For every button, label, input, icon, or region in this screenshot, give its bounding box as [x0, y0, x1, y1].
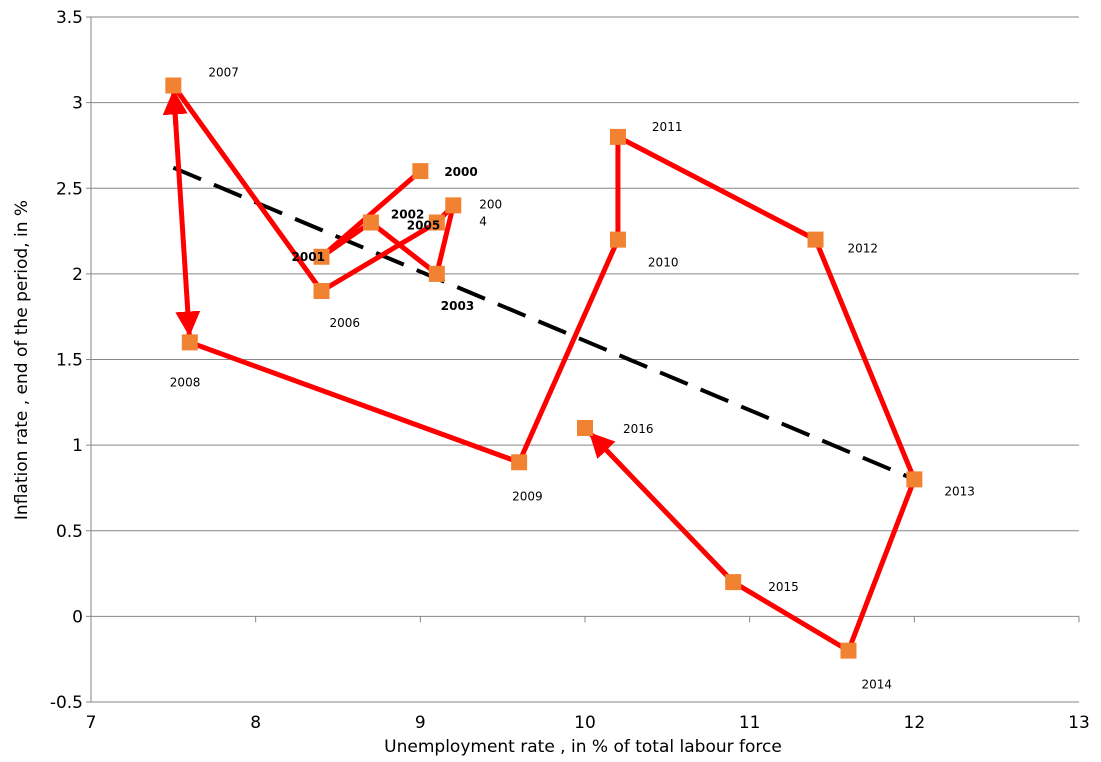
year-label: 2013: [944, 484, 975, 498]
data-point: [609, 231, 626, 248]
x-tick-label: 10: [574, 713, 596, 733]
year-label: 2002: [391, 208, 424, 222]
data-point: [807, 231, 824, 248]
path-segment: [187, 339, 522, 465]
trend-line: [172, 165, 916, 482]
year-label: 2014: [861, 678, 892, 692]
y-axis-title: Inflation rate , end of the period, in %: [12, 200, 32, 520]
y-tick-label: 0: [72, 607, 83, 627]
year-label: 2015: [768, 580, 799, 594]
path-segment: [813, 237, 917, 482]
path-segment: [588, 431, 736, 585]
year-labels: 2000 2001 2002 2003 200 4 2005 2006 2007 2008 2009…: [170, 66, 975, 692]
path-arrow: [162, 89, 188, 126]
y-tick-label: 1: [72, 436, 83, 456]
x-tick-labels: 7 8 9 10 11 12 13: [86, 713, 1090, 733]
path-segment: [368, 220, 440, 277]
axes: [86, 16, 1080, 703]
data-point: [181, 334, 198, 351]
y-tick-label: 2: [72, 265, 83, 285]
x-axis-title: Unemployment rate , in % of total labour…: [384, 737, 782, 757]
year-label: 2010: [648, 256, 679, 270]
x-tick-label: 11: [739, 713, 761, 733]
path-segment: [319, 220, 374, 260]
path-segment: [170, 83, 201, 337]
year-label: 2009: [512, 489, 543, 503]
data-point: [445, 197, 462, 214]
y-tick-label: 3.5: [56, 8, 83, 28]
year-label: 2008: [170, 375, 201, 389]
path-segment: [516, 237, 621, 465]
data-markers: [165, 77, 923, 659]
gridlines: [91, 16, 1079, 703]
trend-line-segment: [172, 165, 916, 482]
year-label: 2000: [444, 165, 477, 179]
path-segment: [615, 134, 819, 243]
year-label: 2011: [652, 120, 683, 134]
path-segment: [319, 220, 440, 294]
data-point: [412, 163, 429, 180]
year-label: 2006: [330, 316, 361, 330]
x-tick-label: 8: [250, 713, 261, 733]
year-label: 200 4: [479, 197, 502, 228]
y-tick-label: 3: [72, 94, 83, 114]
path-segment: [434, 202, 456, 277]
path-segment: [170, 83, 325, 294]
path-segment: [730, 579, 851, 654]
path-segment: [845, 476, 917, 654]
x-tick-label: 12: [904, 713, 926, 733]
data-point: [906, 471, 923, 488]
year-label: 2016: [623, 422, 654, 436]
data-point: [165, 77, 182, 94]
data-point: [313, 283, 330, 299]
data-point: [362, 214, 379, 231]
data-point: [428, 265, 445, 282]
data-point: [428, 214, 445, 231]
x-tick-label: 7: [86, 713, 97, 733]
year-label: 2005: [407, 219, 440, 233]
x-tick-label: 9: [415, 713, 426, 733]
year-label: 2001: [292, 250, 325, 264]
y-tick-label: 2.5: [56, 179, 83, 199]
y-tick-label: 1.5: [56, 351, 83, 371]
year-path: [162, 83, 917, 654]
data-point: [609, 128, 626, 145]
year-label: 2012: [848, 242, 879, 256]
y-tick-label: -0.5: [50, 693, 83, 713]
data-point: [840, 642, 857, 659]
y-tick-labels: -0.5 0 0.5 1 1.5 2 2.5 3 3.5: [50, 8, 83, 713]
year-label: 2003: [441, 299, 474, 313]
data-point: [577, 420, 593, 436]
y-tick-label: 0.5: [56, 522, 83, 542]
x-tick-label: 13: [1068, 713, 1090, 733]
data-point: [313, 248, 330, 265]
year-label: 2007: [208, 66, 239, 80]
data-point: [511, 454, 528, 471]
data-point: [725, 574, 742, 591]
